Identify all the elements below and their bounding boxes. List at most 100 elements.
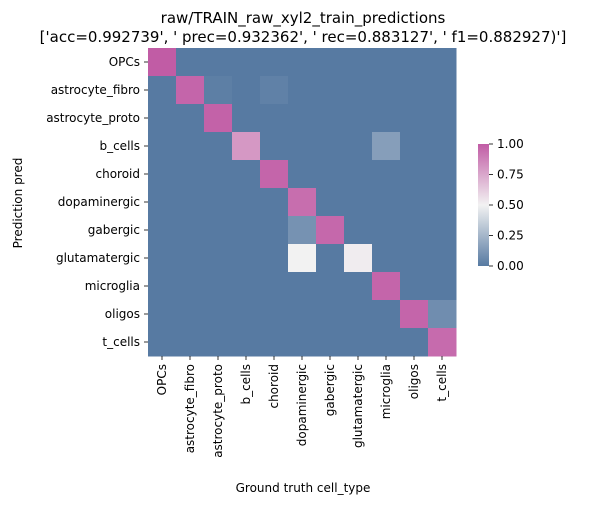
colorbar-tick-label: 0.75 (497, 168, 524, 182)
heatmap-cell (260, 216, 289, 245)
heatmap-cell (176, 216, 205, 245)
heatmap-cell (288, 188, 317, 217)
colorbar-tick-label: 0.00 (497, 259, 524, 273)
heatmap-cell (316, 160, 345, 189)
heatmap-cell (148, 272, 177, 301)
heatmap-cell (316, 104, 345, 133)
heatmap-cell (428, 132, 457, 161)
heatmap-cell (428, 160, 457, 189)
heatmap-cell (260, 48, 289, 77)
heatmap-cell (260, 300, 289, 329)
heatmap-cell (288, 216, 317, 245)
heatmap-cell (316, 272, 345, 301)
heatmap-cell (372, 48, 401, 77)
heatmap-cell (372, 76, 401, 105)
heatmap-cell (400, 160, 429, 189)
heatmap-cell (288, 300, 317, 329)
colorbar-tick-label: 0.25 (497, 229, 524, 243)
colorbar (478, 144, 489, 266)
heatmap-cell (344, 48, 373, 77)
heatmap-cell (316, 132, 345, 161)
heatmap-cell (148, 104, 177, 133)
heatmap-cell (232, 76, 261, 105)
heatmap-cell (288, 48, 317, 77)
y-tick-label: oligos (105, 307, 140, 321)
heatmap-cell (344, 76, 373, 105)
heatmap-cell (372, 328, 401, 357)
heatmap-cell (148, 216, 177, 245)
heatmap-cell (176, 48, 205, 77)
heatmap-cell (204, 216, 233, 245)
heatmap-cell (260, 272, 289, 301)
heatmap-cell (204, 188, 233, 217)
heatmap-cell (232, 104, 261, 133)
heatmap-cell (288, 104, 317, 133)
y-tick-label: gabergic (88, 223, 140, 237)
y-tick-label: glutamatergic (56, 251, 140, 265)
heatmap-cell (260, 76, 289, 105)
chart-title-line1: raw/TRAIN_raw_xyl2_train_predictions (161, 9, 446, 28)
heatmap-cell (316, 216, 345, 245)
heatmap-cell (148, 160, 177, 189)
heatmap-cell (316, 76, 345, 105)
y-tick-label: b_cells (99, 139, 140, 153)
x-tick-labels: OPCs astrocyte_fibro astrocyte_proto b_cell… (155, 356, 449, 458)
heatmap-cell (232, 328, 261, 357)
heatmap-cell (288, 244, 317, 273)
x-tick-label: b_cells (239, 364, 253, 405)
heatmap-cell (344, 188, 373, 217)
colorbar-tick-label: 1.00 (497, 137, 524, 151)
heatmap-cell (232, 160, 261, 189)
heatmap-cell (260, 188, 289, 217)
colorbar-tick-label: 0.50 (497, 198, 524, 212)
heatmap-cell (400, 188, 429, 217)
heatmap-cell (148, 328, 177, 357)
heatmap-cell (176, 328, 205, 357)
heatmap-cell (288, 160, 317, 189)
heatmap-cell (232, 244, 261, 273)
heatmap-cell (176, 300, 205, 329)
heatmap-cell (428, 300, 457, 329)
heatmap-cell (260, 104, 289, 133)
heatmap-cell (148, 188, 177, 217)
x-tick-label: glutamatergic (351, 364, 365, 448)
heatmap-cell (344, 104, 373, 133)
heatmap-cell (372, 160, 401, 189)
heatmap-cell (428, 328, 457, 357)
y-tick-label: astrocyte_fibro (51, 83, 140, 97)
heatmap-cell (288, 132, 317, 161)
heatmap-cell (148, 48, 177, 77)
heatmap-cell (428, 272, 457, 301)
heatmap-cell (344, 160, 373, 189)
heatmap-cell (148, 244, 177, 273)
heatmap-cell (232, 216, 261, 245)
heatmap-cell (372, 216, 401, 245)
heatmap-cell (204, 244, 233, 273)
heatmap-cell (344, 216, 373, 245)
heatmap-cells (148, 48, 457, 357)
heatmap-cell (204, 76, 233, 105)
heatmap-cell (148, 300, 177, 329)
y-tick-label: microglia (85, 279, 140, 293)
x-axis-label: Ground truth cell_type (236, 481, 371, 495)
heatmap-cell (344, 328, 373, 357)
heatmap-cell (148, 132, 177, 161)
heatmap-cell (204, 300, 233, 329)
y-tick-labels: OPCs astrocyte_fibro astrocyte_proto b_cell… (46, 55, 148, 349)
heatmap-cell (400, 104, 429, 133)
heatmap-cell (204, 160, 233, 189)
heatmap-cell (372, 300, 401, 329)
heatmap-cell (372, 244, 401, 273)
heatmap-cell (260, 160, 289, 189)
heatmap-cell (232, 300, 261, 329)
heatmap-cell (176, 104, 205, 133)
heatmap-cell (344, 244, 373, 273)
heatmap-cell (344, 300, 373, 329)
heatmap-cell (148, 76, 177, 105)
heatmap-cell (400, 328, 429, 357)
x-tick-label: OPCs (155, 364, 169, 395)
heatmap-cell (232, 48, 261, 77)
heatmap-cell (400, 76, 429, 105)
heatmap-cell (428, 76, 457, 105)
